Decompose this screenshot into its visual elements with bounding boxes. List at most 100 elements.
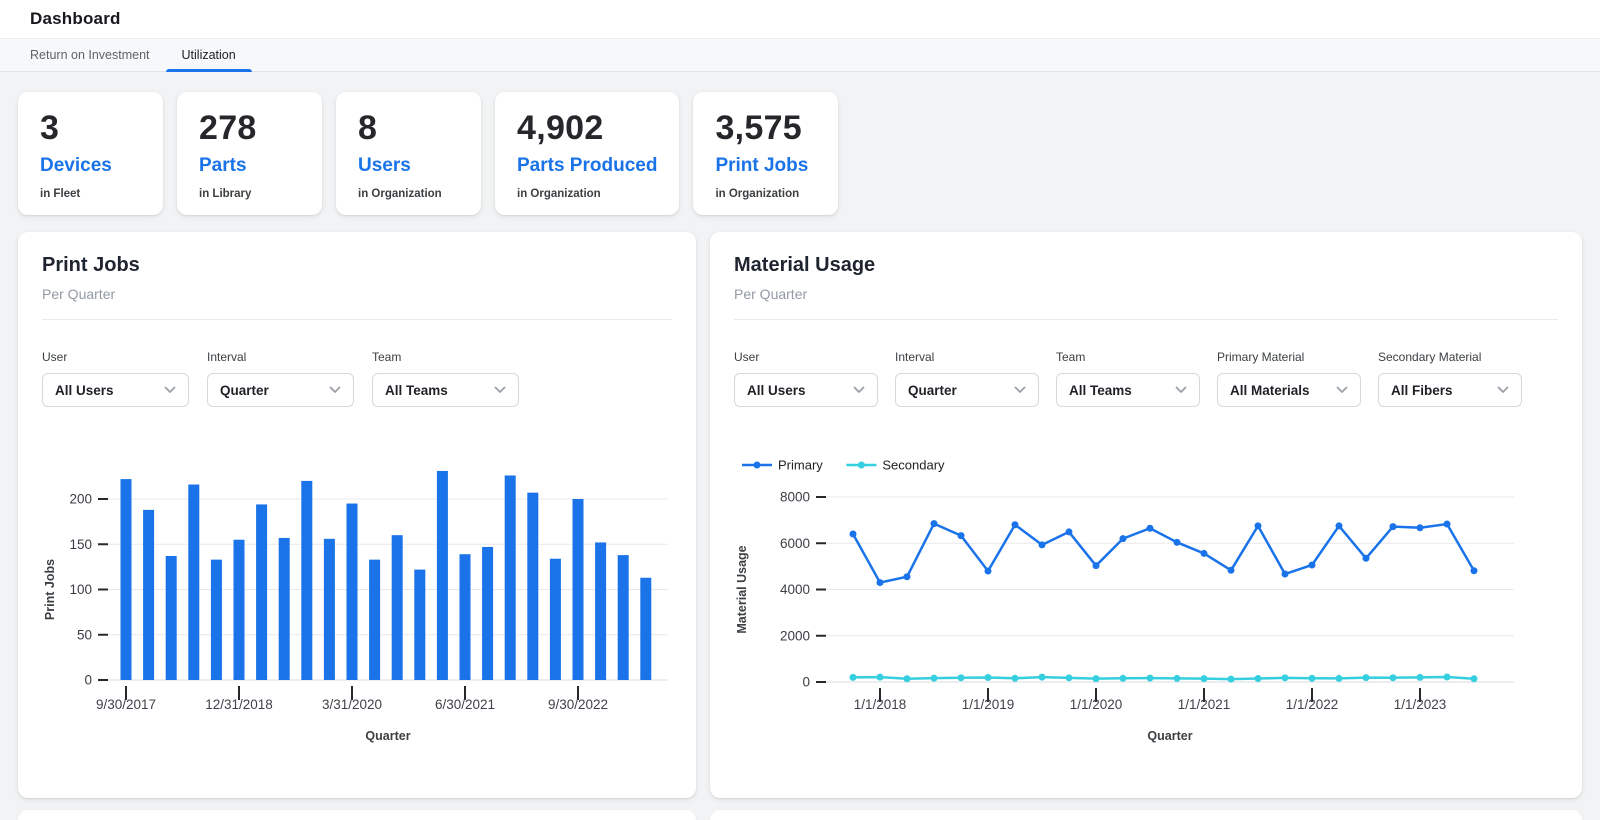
bar-9/30/2019 (301, 480, 313, 681)
chevron-down-icon (164, 386, 176, 394)
data-point-secondary-10/1/2017 (849, 673, 857, 681)
svg-text:8000: 8000 (780, 490, 810, 505)
print-jobs-chart-area: 0 50 100 150 200 9/30/2017 12/31/2018 3/31/2020… (42, 447, 672, 752)
chevron-down-icon (1175, 386, 1187, 394)
kpi-label: Devices (40, 155, 112, 177)
selected-value: Quarter (220, 382, 269, 398)
x-axis-label: Quarter (1147, 729, 1192, 743)
data-point-secondary-4/1/2020 (1119, 674, 1127, 682)
tab-return-on-investment[interactable]: Return on Investment (14, 39, 166, 71)
legend-item-primary[interactable]: Primary (742, 458, 823, 473)
selected-value: Quarter (908, 382, 957, 398)
data-point-primary-7/1/2021 (1254, 522, 1262, 530)
data-point-primary-1/1/2022 (1308, 561, 1316, 569)
team-select[interactable]: All Teams (372, 373, 519, 408)
data-point-secondary-4/1/2022 (1335, 675, 1343, 683)
kpi-label: Print Jobs (715, 155, 809, 177)
data-point-primary-7/1/2022 (1362, 554, 1370, 562)
kpi-value: 278 (199, 109, 257, 147)
team-select[interactable]: All Teams (1056, 373, 1200, 408)
data-point-primary-10/1/2019 (1065, 528, 1073, 536)
data-point-secondary-7/1/2021 (1254, 675, 1262, 683)
data-point-primary-4/1/2021 (1227, 566, 1235, 574)
data-point-primary-10/1/2022 (1389, 523, 1397, 531)
bar-12/31/2022 (595, 542, 607, 681)
bar-9/30/2017 (120, 479, 132, 681)
selected-value: All Users (55, 382, 114, 398)
data-point-secondary-1/1/2022 (1308, 674, 1316, 682)
data-point-primary-1/1/2020 (1092, 562, 1100, 570)
data-point-primary-10/1/2018 (957, 532, 965, 540)
print-jobs-bar-chart: 0 50 100 150 200 9/30/2017 12/31/2018 3/31/2020… (43, 471, 668, 743)
svg-text:1/1/2019: 1/1/2019 (962, 697, 1015, 712)
svg-text:3/31/2020: 3/31/2020 (322, 697, 382, 712)
secondary-material-select[interactable]: All Fibers (1378, 373, 1522, 408)
svg-text:1/1/2020: 1/1/2020 (1070, 697, 1123, 712)
filter-secondary-material: Secondary Material All Fibers (1378, 350, 1522, 408)
y-axis-label: Print Jobs (43, 559, 57, 620)
svg-text:9/30/2022: 9/30/2022 (548, 697, 608, 712)
user-select[interactable]: All Users (42, 373, 189, 408)
material-usage-chart-area: Primary Secondary 0 2000 4000 6000 8000 1/1/201… (734, 447, 1558, 752)
data-point-primary-7/1/2019 (1038, 541, 1046, 549)
data-point-primary-4/1/2023 (1443, 520, 1451, 528)
series-line-secondary (852, 675, 1475, 681)
filter-label: User (42, 350, 68, 365)
material-usage-filters: User All Users Interval Quarter Team All Team… (734, 350, 1558, 408)
filter-user: User All Users (42, 350, 189, 408)
bar-6/30/2018 (188, 484, 200, 681)
data-point-primary-1/1/2018 (876, 579, 884, 587)
data-point-secondary-4/1/2023 (1443, 673, 1451, 681)
bar-6/30/2021 (459, 554, 471, 681)
data-point-primary-7/1/2020 (1146, 524, 1154, 532)
legend-item-secondary[interactable]: Secondary (846, 458, 945, 473)
selected-value: All Teams (385, 382, 448, 398)
bar-3/31/2018 (165, 556, 177, 681)
data-point-secondary-1/1/2019 (984, 674, 992, 682)
bar-6/30/2023 (640, 577, 652, 681)
svg-text:0: 0 (84, 673, 92, 688)
data-point-secondary-10/1/2021 (1281, 674, 1289, 682)
bar-3/31/2022 (527, 492, 539, 681)
data-point-primary-10/1/2017 (849, 530, 857, 538)
filter-label: Team (1056, 350, 1086, 365)
data-point-primary-1/1/2019 (984, 567, 992, 575)
primary-material-select[interactable]: All Materials (1217, 373, 1361, 408)
page-header: Dashboard (0, 0, 1600, 38)
data-point-primary-4/1/2020 (1119, 535, 1127, 543)
bar-3/31/2023 (617, 555, 629, 681)
selected-value: All Users (747, 382, 806, 398)
chevron-down-icon (853, 386, 865, 394)
interval-select[interactable]: Quarter (207, 373, 354, 408)
chevron-down-icon (494, 386, 506, 394)
below-fold-cards (18, 810, 1582, 820)
bar-3/31/2021 (436, 471, 448, 681)
tab-bar: Return on Investment Utilization (0, 38, 1600, 72)
print-jobs-filters: User All Users Interval Quarter Team All Team… (42, 350, 672, 408)
tab-utilization[interactable]: Utilization (165, 39, 252, 72)
data-point-secondary-4/1/2018 (903, 675, 911, 683)
bar-12/31/2017 (143, 509, 155, 681)
svg-text:1/1/2023: 1/1/2023 (1394, 697, 1447, 712)
partial-card (18, 810, 696, 820)
data-point-secondary-7/1/2019 (1038, 673, 1046, 681)
svg-text:50: 50 (77, 627, 92, 642)
data-point-primary-10/1/2021 (1281, 570, 1289, 578)
svg-text:9/30/2017: 9/30/2017 (96, 697, 156, 712)
interval-select[interactable]: Quarter (895, 373, 1039, 408)
data-point-primary-4/1/2022 (1335, 522, 1343, 530)
user-select[interactable]: All Users (734, 373, 878, 408)
svg-text:1/1/2022: 1/1/2022 (1286, 697, 1339, 712)
svg-text:Secondary: Secondary (882, 458, 945, 473)
data-point-secondary-7/1/2020 (1146, 674, 1154, 682)
svg-text:1/1/2021: 1/1/2021 (1178, 697, 1231, 712)
filter-interval: Interval Quarter (207, 350, 354, 408)
tab-label: Utilization (181, 48, 236, 62)
filter-label: Primary Material (1217, 350, 1305, 365)
dashboard-main: 3 Devices in Fleet 278 Parts in Library 8 Users… (0, 92, 1600, 820)
data-point-secondary-4/1/2021 (1227, 675, 1235, 683)
data-point-primary-4/1/2018 (903, 573, 911, 581)
panel-divider (734, 319, 1558, 321)
chevron-down-icon (1014, 386, 1026, 394)
kpi-card-parts-produced: 4,902 Parts Produced in Organization (495, 92, 680, 216)
